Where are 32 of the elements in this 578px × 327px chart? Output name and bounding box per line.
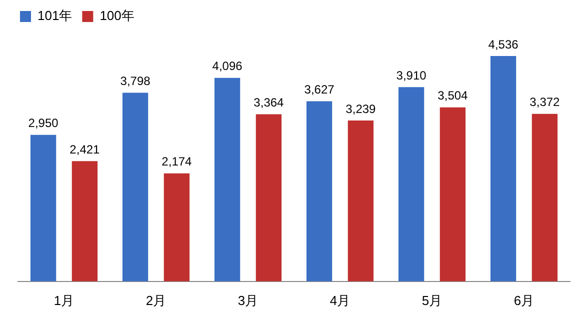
bar xyxy=(256,114,282,282)
bar xyxy=(72,161,98,282)
data-label: 2,421 xyxy=(70,142,100,156)
bar xyxy=(440,107,466,282)
bar xyxy=(348,120,374,282)
data-label: 3,364 xyxy=(254,96,284,110)
data-label: 4,536 xyxy=(488,37,519,52)
bar xyxy=(398,87,424,282)
x-tick-label: 3月 xyxy=(238,292,258,308)
bar xyxy=(122,92,148,282)
data-label: 3,627 xyxy=(304,82,335,97)
data-label: 3,910 xyxy=(396,68,427,82)
data-label: 3,372 xyxy=(530,95,560,110)
x-tick-label: 4月 xyxy=(330,292,350,308)
x-tick-label: 6月 xyxy=(514,292,534,308)
bar xyxy=(30,134,56,282)
data-label: 3,504 xyxy=(438,88,468,103)
x-tick-label: 2月 xyxy=(146,292,166,308)
x-tick-label: 5月 xyxy=(422,292,442,308)
legend-label: 101年 xyxy=(38,8,72,24)
bar xyxy=(490,56,516,282)
data-label: 2,174 xyxy=(162,154,192,169)
bar xyxy=(164,173,190,282)
bar xyxy=(306,101,332,282)
legend-label: 100年 xyxy=(100,8,134,24)
data-label: 3,239 xyxy=(346,102,376,116)
x-tick-label: 1月 xyxy=(54,292,74,308)
data-label: 2,950 xyxy=(28,116,59,130)
bar xyxy=(214,78,240,282)
data-label: 3,798 xyxy=(120,74,151,88)
data-label: 4,096 xyxy=(212,59,243,74)
bar xyxy=(532,114,558,282)
